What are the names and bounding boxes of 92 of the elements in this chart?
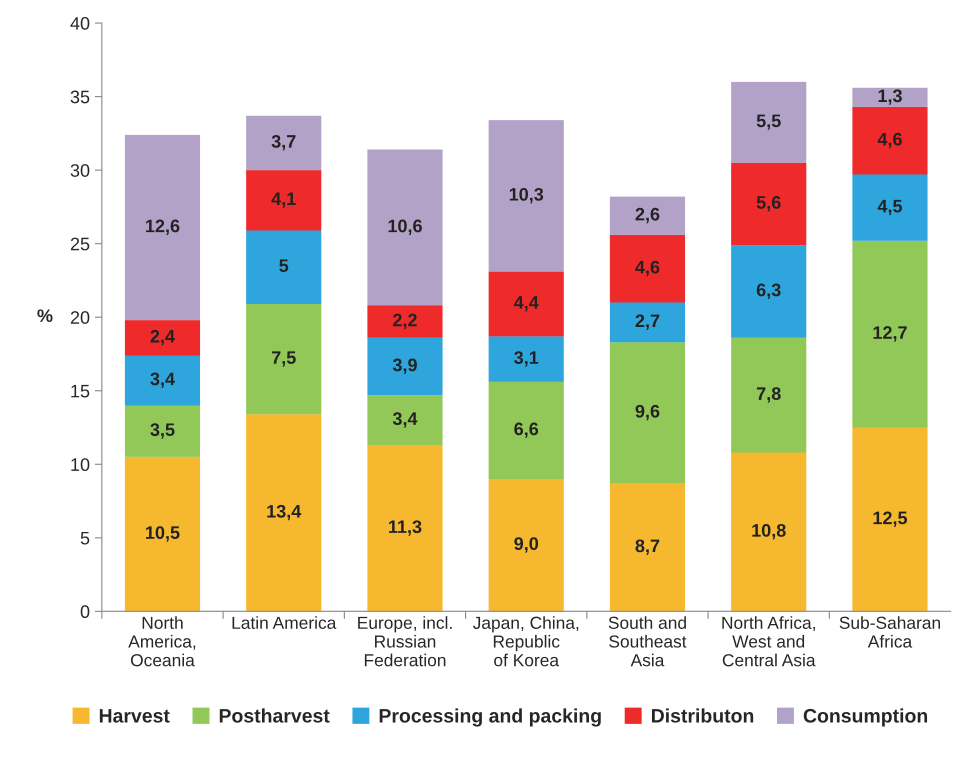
legend-label: Harvest bbox=[100, 709, 170, 723]
legend-label: Distributon bbox=[652, 708, 754, 723]
x-tick-label: Europe, incl. Russian Federation bbox=[358, 616, 452, 666]
data-label: 7,5 bbox=[272, 351, 296, 367]
data-label: 8,7 bbox=[636, 539, 660, 555]
bar bbox=[610, 234, 686, 303]
bar bbox=[731, 338, 806, 453]
bar bbox=[852, 240, 928, 428]
legend-label: Postharvest bbox=[220, 708, 330, 723]
y-tick-label: 30 bbox=[70, 164, 90, 177]
bar bbox=[124, 320, 200, 356]
x-tick-label: Latin America bbox=[232, 616, 336, 629]
data-label: 10,5 bbox=[146, 526, 180, 542]
data-label: 4,4 bbox=[514, 296, 539, 312]
data-label: 4,6 bbox=[878, 132, 902, 148]
bar bbox=[488, 478, 564, 612]
y-tick-label: 5 bbox=[80, 532, 90, 545]
data-label: 3,9 bbox=[392, 358, 417, 374]
data-label: 4,6 bbox=[635, 260, 660, 276]
bar bbox=[124, 456, 200, 612]
data-label: 3,1 bbox=[514, 351, 538, 367]
y-tick-label: 40 bbox=[70, 17, 90, 30]
x-tick-label: Japan, China, Republic of Korea bbox=[472, 616, 578, 666]
data-label: 9,0 bbox=[514, 537, 538, 553]
y-tick-label: 20 bbox=[70, 311, 90, 324]
data-label: 10,8 bbox=[752, 524, 786, 540]
bar bbox=[488, 272, 564, 336]
bar bbox=[246, 414, 322, 612]
data-label: 13,4 bbox=[267, 504, 302, 520]
bar bbox=[731, 245, 806, 338]
bar bbox=[124, 405, 200, 457]
bar bbox=[246, 116, 322, 170]
data-label: 2,2 bbox=[393, 314, 417, 330]
data-label: 11,3 bbox=[389, 520, 422, 536]
bar bbox=[731, 162, 806, 246]
y-axis-title: % bbox=[37, 309, 53, 322]
data-label: 3,4 bbox=[392, 412, 418, 428]
bar bbox=[731, 82, 806, 163]
data-label: 4,1 bbox=[271, 192, 296, 208]
legend-label: Consumption bbox=[804, 708, 928, 727]
bar bbox=[852, 88, 928, 107]
data-label: 2,4 bbox=[150, 330, 175, 346]
data-label: 7,8 bbox=[756, 387, 781, 403]
data-label: 12,6 bbox=[146, 220, 180, 235]
bar bbox=[246, 304, 322, 414]
bar bbox=[246, 170, 322, 230]
y-tick-label: 35 bbox=[70, 90, 90, 104]
data-label: 1,3 bbox=[878, 89, 902, 105]
y-tick-label: 25 bbox=[70, 238, 90, 250]
bar bbox=[246, 230, 322, 304]
bar bbox=[610, 342, 686, 484]
bar bbox=[367, 395, 443, 446]
bar bbox=[610, 196, 686, 235]
bar bbox=[488, 382, 564, 479]
legend-label: Processing and packing bbox=[380, 708, 601, 727]
data-label: 4,5 bbox=[878, 200, 902, 216]
bar bbox=[488, 120, 564, 272]
bar bbox=[367, 338, 443, 396]
data-label: 3,5 bbox=[150, 423, 175, 439]
bar bbox=[852, 428, 928, 612]
x-tick-label: South and Southeast Asia bbox=[608, 616, 686, 666]
x-tick-label: North America, Oceania bbox=[128, 616, 196, 666]
bar bbox=[124, 355, 200, 406]
data-label: 5,5 bbox=[756, 114, 781, 130]
bar bbox=[367, 445, 443, 612]
bar bbox=[852, 106, 928, 175]
data-label: 10,6 bbox=[388, 220, 422, 235]
data-label: 12,7 bbox=[874, 326, 907, 342]
data-label: 5,6 bbox=[756, 196, 781, 212]
data-label: 2,6 bbox=[636, 208, 660, 224]
data-label: 10,3 bbox=[510, 188, 544, 204]
data-label: 9,6 bbox=[636, 404, 660, 420]
bar bbox=[488, 336, 564, 382]
data-label: 6,3 bbox=[756, 284, 781, 299]
data-label: 3,4 bbox=[150, 372, 175, 388]
x-tick-label: Sub-Saharan Africa bbox=[840, 616, 940, 648]
bar bbox=[610, 302, 686, 342]
y-tick-label: 0 bbox=[80, 605, 90, 618]
data-label: 5 bbox=[279, 259, 288, 272]
bar bbox=[610, 483, 686, 612]
bar bbox=[124, 134, 200, 320]
data-label: 6,6 bbox=[514, 422, 538, 438]
bar bbox=[852, 174, 928, 241]
y-tick-label: 10 bbox=[71, 458, 90, 472]
data-label: 12,5 bbox=[874, 511, 908, 527]
x-tick-label: North Africa, West and Central Asia bbox=[722, 616, 816, 666]
data-label: 3,7 bbox=[272, 134, 296, 150]
bar bbox=[367, 305, 443, 338]
bar bbox=[731, 452, 806, 612]
y-tick-label: 15 bbox=[71, 384, 90, 398]
data-label: 2,7 bbox=[636, 314, 660, 330]
bar bbox=[367, 150, 443, 306]
